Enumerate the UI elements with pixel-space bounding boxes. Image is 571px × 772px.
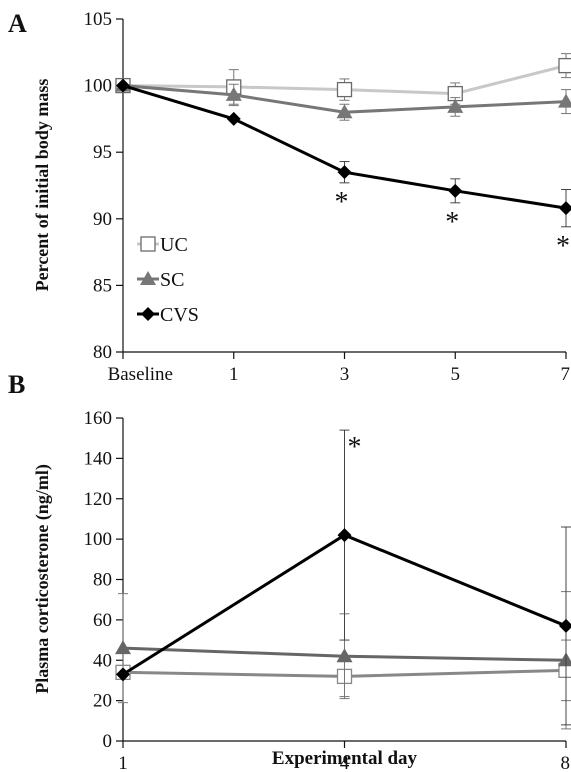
point-cvs-a bbox=[337, 165, 352, 180]
point-cvs-b bbox=[559, 618, 571, 633]
y-tick-label-b: 120 bbox=[84, 489, 113, 510]
point-uc-a bbox=[336, 81, 353, 98]
y-tick-label-a: 95 bbox=[93, 142, 112, 163]
x-tick-label-b: 4 bbox=[340, 753, 350, 772]
legend-marker-sc bbox=[140, 271, 156, 285]
point-sc-a bbox=[558, 93, 571, 108]
significance-marker-a: * bbox=[335, 187, 349, 218]
y-tick-label-b: 80 bbox=[93, 570, 112, 591]
point-cvs-b bbox=[337, 528, 352, 543]
x-tick-label-a: 5 bbox=[451, 364, 461, 385]
x-tick-label-a: 7 bbox=[561, 364, 571, 385]
legend-label-cvs: CVS bbox=[160, 304, 199, 326]
significance-marker-a: * bbox=[556, 231, 570, 262]
point-sc-b bbox=[115, 640, 131, 655]
legend-marker-cvs bbox=[141, 307, 155, 321]
point-sc-b bbox=[336, 648, 353, 663]
y-tick-label-a: 105 bbox=[84, 9, 113, 30]
legend-marker-uc bbox=[140, 236, 156, 252]
point-cvs-a bbox=[116, 78, 130, 93]
point-sc-a bbox=[336, 104, 353, 119]
x-axis-title-b: Experimental day bbox=[272, 748, 418, 769]
y-tick-label-b: 0 bbox=[103, 731, 113, 752]
x-tick-label-a: 1 bbox=[229, 364, 239, 385]
y-tick-label-b: 20 bbox=[93, 691, 112, 712]
y-tick-label-a: 85 bbox=[93, 275, 112, 296]
y-tick-label-a: 100 bbox=[84, 76, 113, 97]
x-tick-label-b: 1 bbox=[118, 753, 128, 772]
point-cvs-a bbox=[559, 201, 571, 216]
point-sc-a bbox=[225, 86, 242, 101]
y-tick-label-b: 160 bbox=[84, 408, 113, 429]
significance-marker-b: * bbox=[348, 432, 362, 463]
x-tick-label-a: Baseline bbox=[108, 364, 173, 385]
y-tick-label-a: 80 bbox=[93, 342, 112, 363]
panel-b-chart: B 0 20 40 60 80 100 120 140 160 1 4 8 Plasma corticos… bbox=[8, 370, 571, 772]
significance-marker-a: * bbox=[445, 207, 459, 238]
point-uc-a bbox=[558, 57, 571, 74]
y-axis-title-b: Plasma corticosterone (ng/ml) bbox=[32, 464, 53, 694]
point-sc-a bbox=[447, 98, 464, 113]
y-tick-label-b: 40 bbox=[93, 650, 112, 671]
y-tick-label-a: 90 bbox=[93, 209, 112, 230]
legend-label-sc: SC bbox=[160, 269, 184, 291]
panel-a-chart: A 80 85 90 95 100 105 Baseline 1 3 5 7 Percent of in… bbox=[8, 9, 571, 385]
y-tick-label-b: 60 bbox=[93, 610, 112, 631]
legend-label-uc: UC bbox=[160, 234, 188, 256]
y-tick-label-b: 100 bbox=[84, 529, 113, 550]
x-tick-label-a: 3 bbox=[340, 364, 350, 385]
y-axis-title-a: Percent of initial body mass bbox=[32, 79, 52, 292]
point-sc-b bbox=[558, 652, 571, 667]
point-cvs-b bbox=[116, 667, 130, 682]
point-cvs-a bbox=[226, 111, 241, 126]
point-cvs-a bbox=[448, 183, 463, 198]
y-tick-label-b: 140 bbox=[84, 448, 113, 469]
panel-label-b: B bbox=[8, 370, 25, 399]
x-tick-label-b: 8 bbox=[561, 753, 571, 772]
panel-label-a: A bbox=[8, 9, 27, 38]
